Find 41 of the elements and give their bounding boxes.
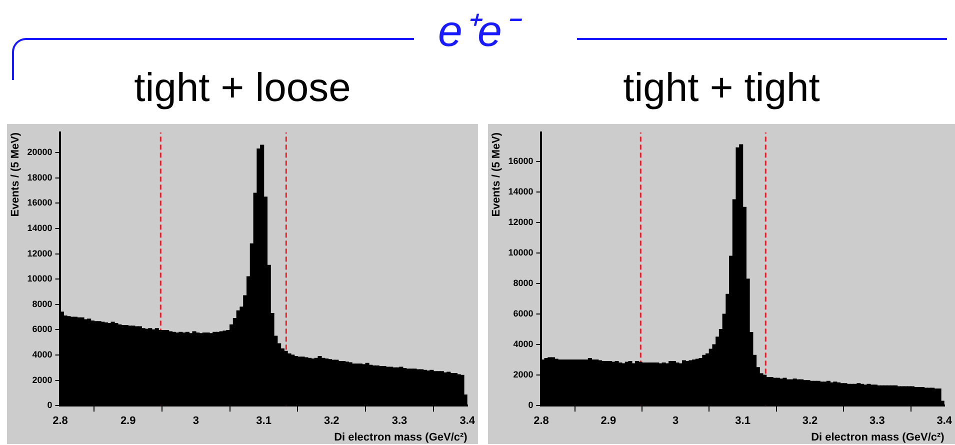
y-tick-label: 8000: [32, 298, 52, 309]
y-tick-label: 18000: [27, 172, 52, 182]
x-tick-label: 2.8: [52, 415, 68, 428]
y-tick-label: 14000: [508, 186, 534, 196]
x-tick-label: 2.8: [534, 415, 549, 428]
x-tick-label: 3.3: [870, 415, 885, 428]
x-tick-label: 3.2: [802, 415, 818, 428]
text: e⁺e⁻: [437, 6, 524, 58]
x-tick-label: 3.4: [460, 415, 476, 428]
y-tick-label: 8000: [513, 278, 534, 288]
chart-title: tight + loose: [133, 65, 352, 112]
x-tick-label: 3.1: [256, 415, 272, 428]
y-tick-label: 12000: [508, 216, 534, 227]
x-tick-label: 3.1: [735, 415, 750, 428]
y-tick-label: 0: [528, 400, 534, 410]
y-tick-label: 4000: [32, 349, 52, 360]
x-tick-label: 3.3: [392, 415, 408, 428]
y-tick-label: 6000: [32, 324, 52, 334]
y-tick-label: 14000: [27, 223, 52, 234]
y-tick-label: 12000: [27, 248, 52, 258]
y-tick-label: 10000: [27, 274, 52, 284]
x-tick-label: 3: [672, 415, 679, 428]
y-tick-label: 10000: [508, 247, 534, 258]
x-tick-label: 2.9: [120, 415, 136, 428]
y-tick-label: 16000: [508, 156, 534, 166]
chart-title: tight + tight: [622, 65, 821, 112]
y-axis-title: Events / (5 MeV): [490, 132, 503, 217]
x-tick-label: 3.2: [324, 415, 340, 428]
x-tick-label: 3: [192, 415, 199, 428]
y-tick-label: 16000: [27, 198, 52, 208]
y-axis-title: Events / (5 MeV): [10, 132, 22, 217]
x-tick-label: 3.4: [936, 415, 953, 428]
y-tick-label: 20000: [27, 147, 52, 158]
y-tick-label: 0: [47, 400, 52, 410]
y-tick-label: 2000: [32, 374, 52, 385]
y-tick-label: 6000: [513, 308, 534, 319]
y-tick-label: 2000: [513, 370, 534, 380]
x-axis-title: Di electron mass (GeV/c²): [811, 431, 945, 444]
y-tick-label: 4000: [513, 339, 534, 350]
x-axis-title: Di electron mass (GeV/c²): [334, 431, 468, 444]
x-tick-label: 2.9: [600, 415, 616, 428]
